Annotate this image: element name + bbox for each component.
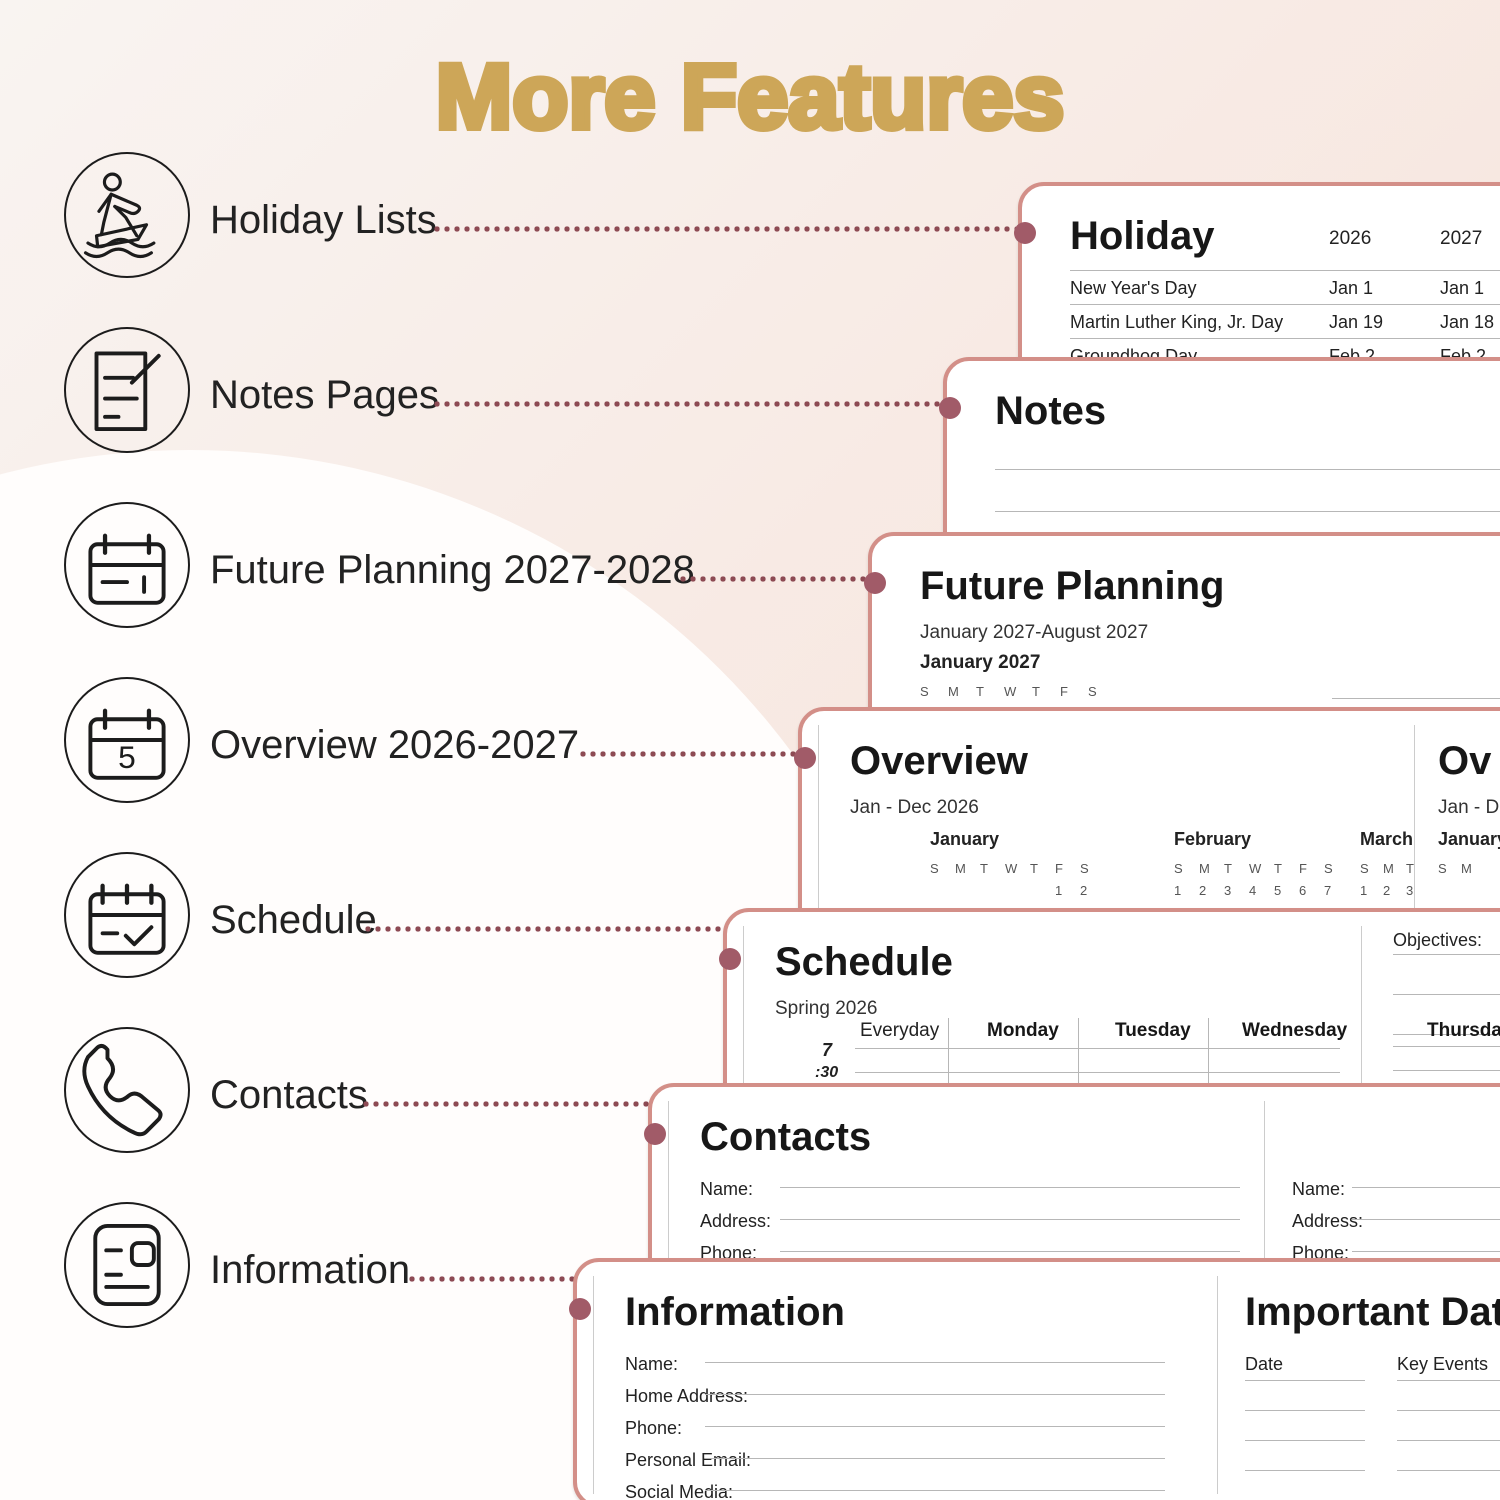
svg-text:5: 5 (118, 739, 136, 775)
